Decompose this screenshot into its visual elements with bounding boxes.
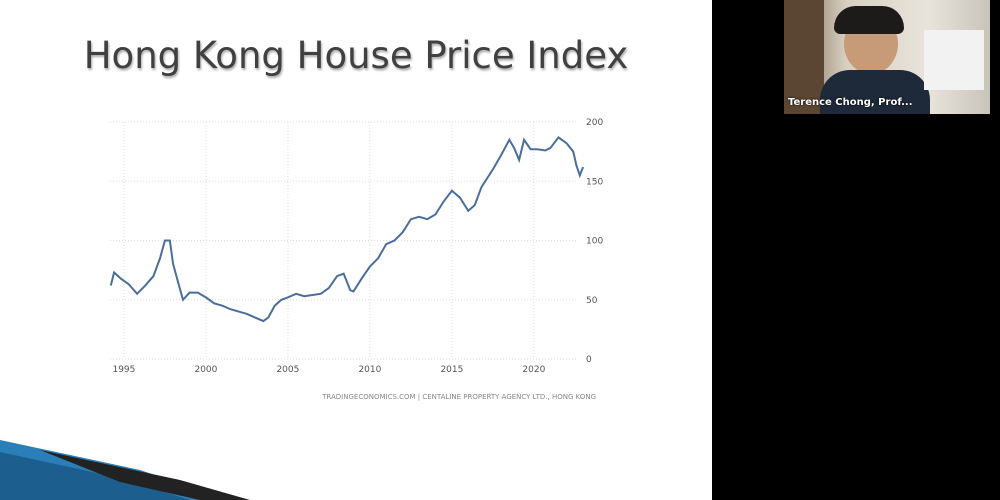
slide-title: Hong Kong House Price Index bbox=[83, 34, 629, 77]
slide: Hong Kong House Price Index 0 50 100 150 200… bbox=[0, 0, 712, 500]
y-tick-label: 200 bbox=[586, 118, 603, 128]
decoration bbox=[40, 450, 250, 500]
x-tick-label: 1995 bbox=[112, 365, 135, 375]
x-tick-label: 2005 bbox=[276, 365, 299, 375]
y-tick-label: 50 bbox=[586, 296, 598, 306]
y-tick-label: 150 bbox=[586, 177, 603, 187]
data-line bbox=[109, 136, 585, 323]
chart: 0 50 100 150 200 1995 2000 2005 2010 2015 2020 TRAD… bbox=[0, 118, 603, 500]
source-note: TRADINGECONOMICS.COM | CENTALINE PROPERT… bbox=[321, 393, 596, 401]
x-tick-label: 2020 bbox=[522, 365, 545, 375]
x-tick-label: 2015 bbox=[440, 365, 463, 375]
participant-name: Terence Chong, Prof... bbox=[788, 97, 913, 108]
x-tick-label: 2010 bbox=[358, 365, 381, 375]
y-tick-label: 100 bbox=[586, 237, 603, 247]
x-tick-label: 2000 bbox=[194, 365, 217, 375]
decoration bbox=[0, 452, 190, 500]
y-tick-label: 0 bbox=[586, 355, 592, 365]
video-tile bbox=[784, 0, 990, 114]
